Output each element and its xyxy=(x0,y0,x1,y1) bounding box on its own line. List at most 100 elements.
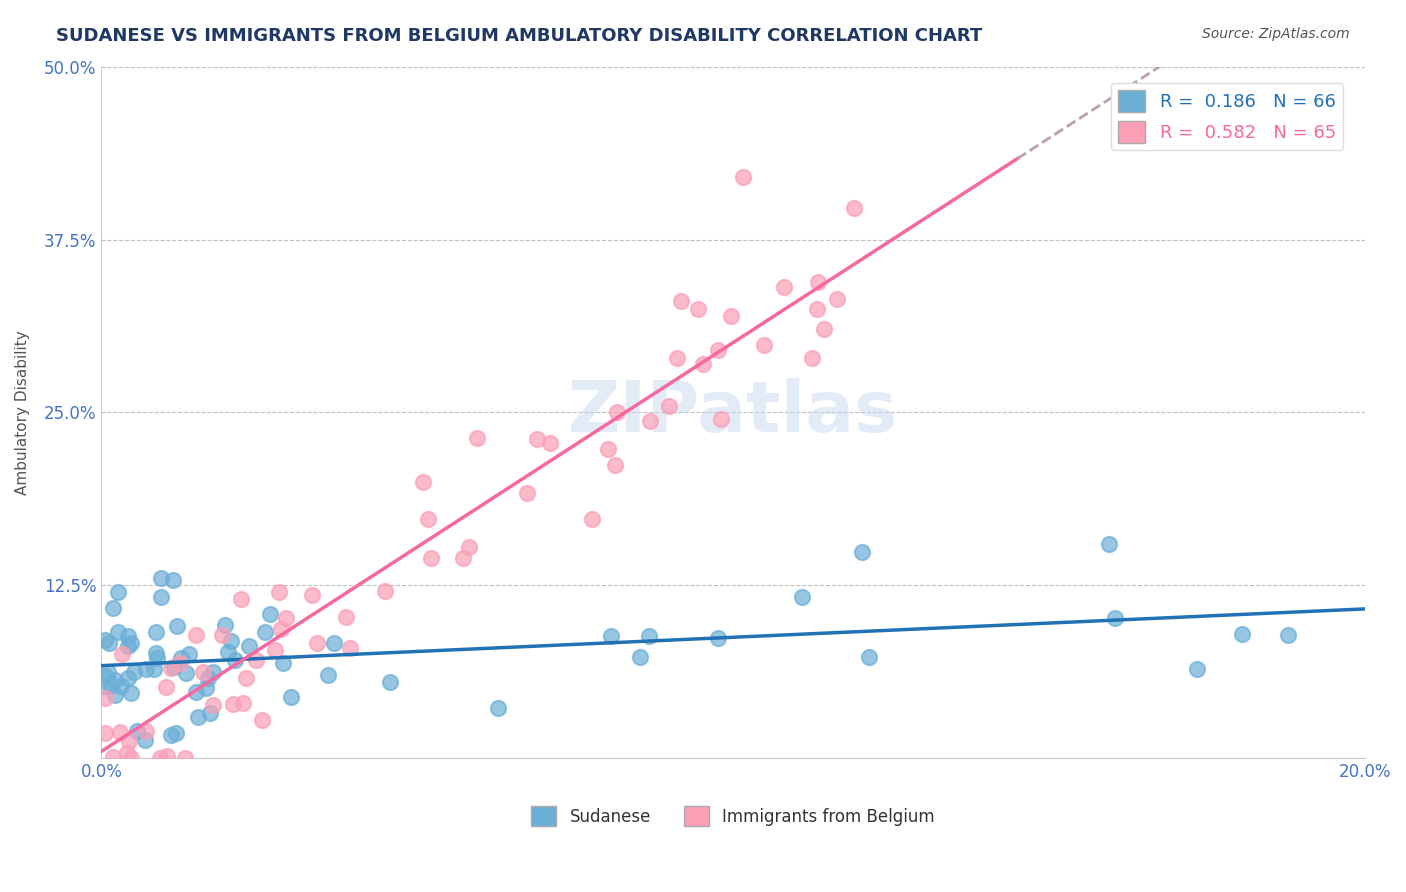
Point xyxy=(149,751,172,765)
Point xyxy=(94,691,117,706)
Point xyxy=(121,751,143,765)
Point xyxy=(412,475,434,490)
Point xyxy=(842,201,865,215)
Point xyxy=(108,724,131,739)
Point xyxy=(107,585,129,599)
Point xyxy=(145,646,167,660)
Point xyxy=(104,688,127,702)
Y-axis label: Ambulatory Disability: Ambulatory Disability xyxy=(15,330,30,495)
Point xyxy=(135,662,157,676)
Point xyxy=(280,690,302,704)
Point xyxy=(253,625,276,640)
Point xyxy=(100,678,122,692)
Point xyxy=(267,585,290,599)
Text: ZIPatlas: ZIPatlas xyxy=(568,378,898,447)
Point xyxy=(235,671,257,685)
Point xyxy=(155,681,177,695)
Point xyxy=(195,681,218,696)
Point xyxy=(101,600,124,615)
Point xyxy=(145,624,167,639)
Point xyxy=(707,343,730,357)
Point xyxy=(224,653,246,667)
Point xyxy=(335,610,357,624)
Point xyxy=(156,748,179,763)
Point xyxy=(720,309,742,323)
Point xyxy=(174,751,197,765)
Point xyxy=(97,665,120,680)
Point xyxy=(638,629,661,643)
Point xyxy=(111,647,134,661)
Point xyxy=(163,660,186,674)
Point xyxy=(202,665,225,679)
Point xyxy=(322,636,344,650)
Point xyxy=(135,723,157,738)
Point xyxy=(710,412,733,426)
Point xyxy=(458,540,481,554)
Point xyxy=(222,697,245,711)
Point xyxy=(851,545,873,559)
Point xyxy=(271,656,294,670)
Point xyxy=(162,573,184,587)
Point xyxy=(807,275,830,289)
Point xyxy=(176,665,198,680)
Point xyxy=(806,301,828,316)
Text: SUDANESE VS IMMIGRANTS FROM BELGIUM AMBULATORY DISABILITY CORRELATION CHART: SUDANESE VS IMMIGRANTS FROM BELGIUM AMBU… xyxy=(56,27,983,45)
Point xyxy=(186,685,208,699)
Point xyxy=(122,665,145,679)
Point xyxy=(245,653,267,667)
Point xyxy=(150,572,173,586)
Point xyxy=(201,698,224,713)
Point xyxy=(263,643,285,657)
Text: Source: ZipAtlas.com: Source: ZipAtlas.com xyxy=(1202,27,1350,41)
Point xyxy=(211,628,233,642)
Point xyxy=(94,726,117,740)
Point xyxy=(606,404,628,418)
Point xyxy=(259,607,281,621)
Point xyxy=(117,671,139,685)
Point xyxy=(169,656,191,670)
Point xyxy=(638,414,661,428)
Point xyxy=(159,660,181,674)
Point xyxy=(339,640,361,655)
Point xyxy=(596,442,619,456)
Point xyxy=(125,724,148,739)
Legend: Sudanese, Immigrants from Belgium: Sudanese, Immigrants from Belgium xyxy=(524,799,942,833)
Point xyxy=(754,338,776,352)
Point xyxy=(1104,610,1126,624)
Point xyxy=(170,650,193,665)
Point xyxy=(134,733,156,747)
Point xyxy=(198,706,221,720)
Point xyxy=(166,619,188,633)
Point xyxy=(117,628,139,642)
Point xyxy=(270,622,292,636)
Point xyxy=(177,647,200,661)
Point xyxy=(1187,662,1209,676)
Point xyxy=(104,673,127,688)
Point xyxy=(93,669,115,683)
Point xyxy=(146,650,169,665)
Point xyxy=(858,649,880,664)
Point xyxy=(307,636,329,650)
Point xyxy=(214,618,236,632)
Point xyxy=(600,629,623,643)
Point xyxy=(219,633,242,648)
Point xyxy=(117,639,139,653)
Point xyxy=(669,294,692,309)
Point xyxy=(825,293,848,307)
Point xyxy=(581,512,603,526)
Point xyxy=(526,433,548,447)
Point xyxy=(801,351,824,365)
Point xyxy=(813,322,835,336)
Point xyxy=(97,636,120,650)
Point xyxy=(238,639,260,653)
Point xyxy=(665,351,688,366)
Point xyxy=(516,486,538,500)
Point xyxy=(731,170,754,185)
Point xyxy=(184,628,207,642)
Point xyxy=(1098,537,1121,551)
Point xyxy=(120,636,142,650)
Point xyxy=(165,726,187,740)
Point xyxy=(465,431,488,445)
Point xyxy=(110,679,132,693)
Point xyxy=(316,668,339,682)
